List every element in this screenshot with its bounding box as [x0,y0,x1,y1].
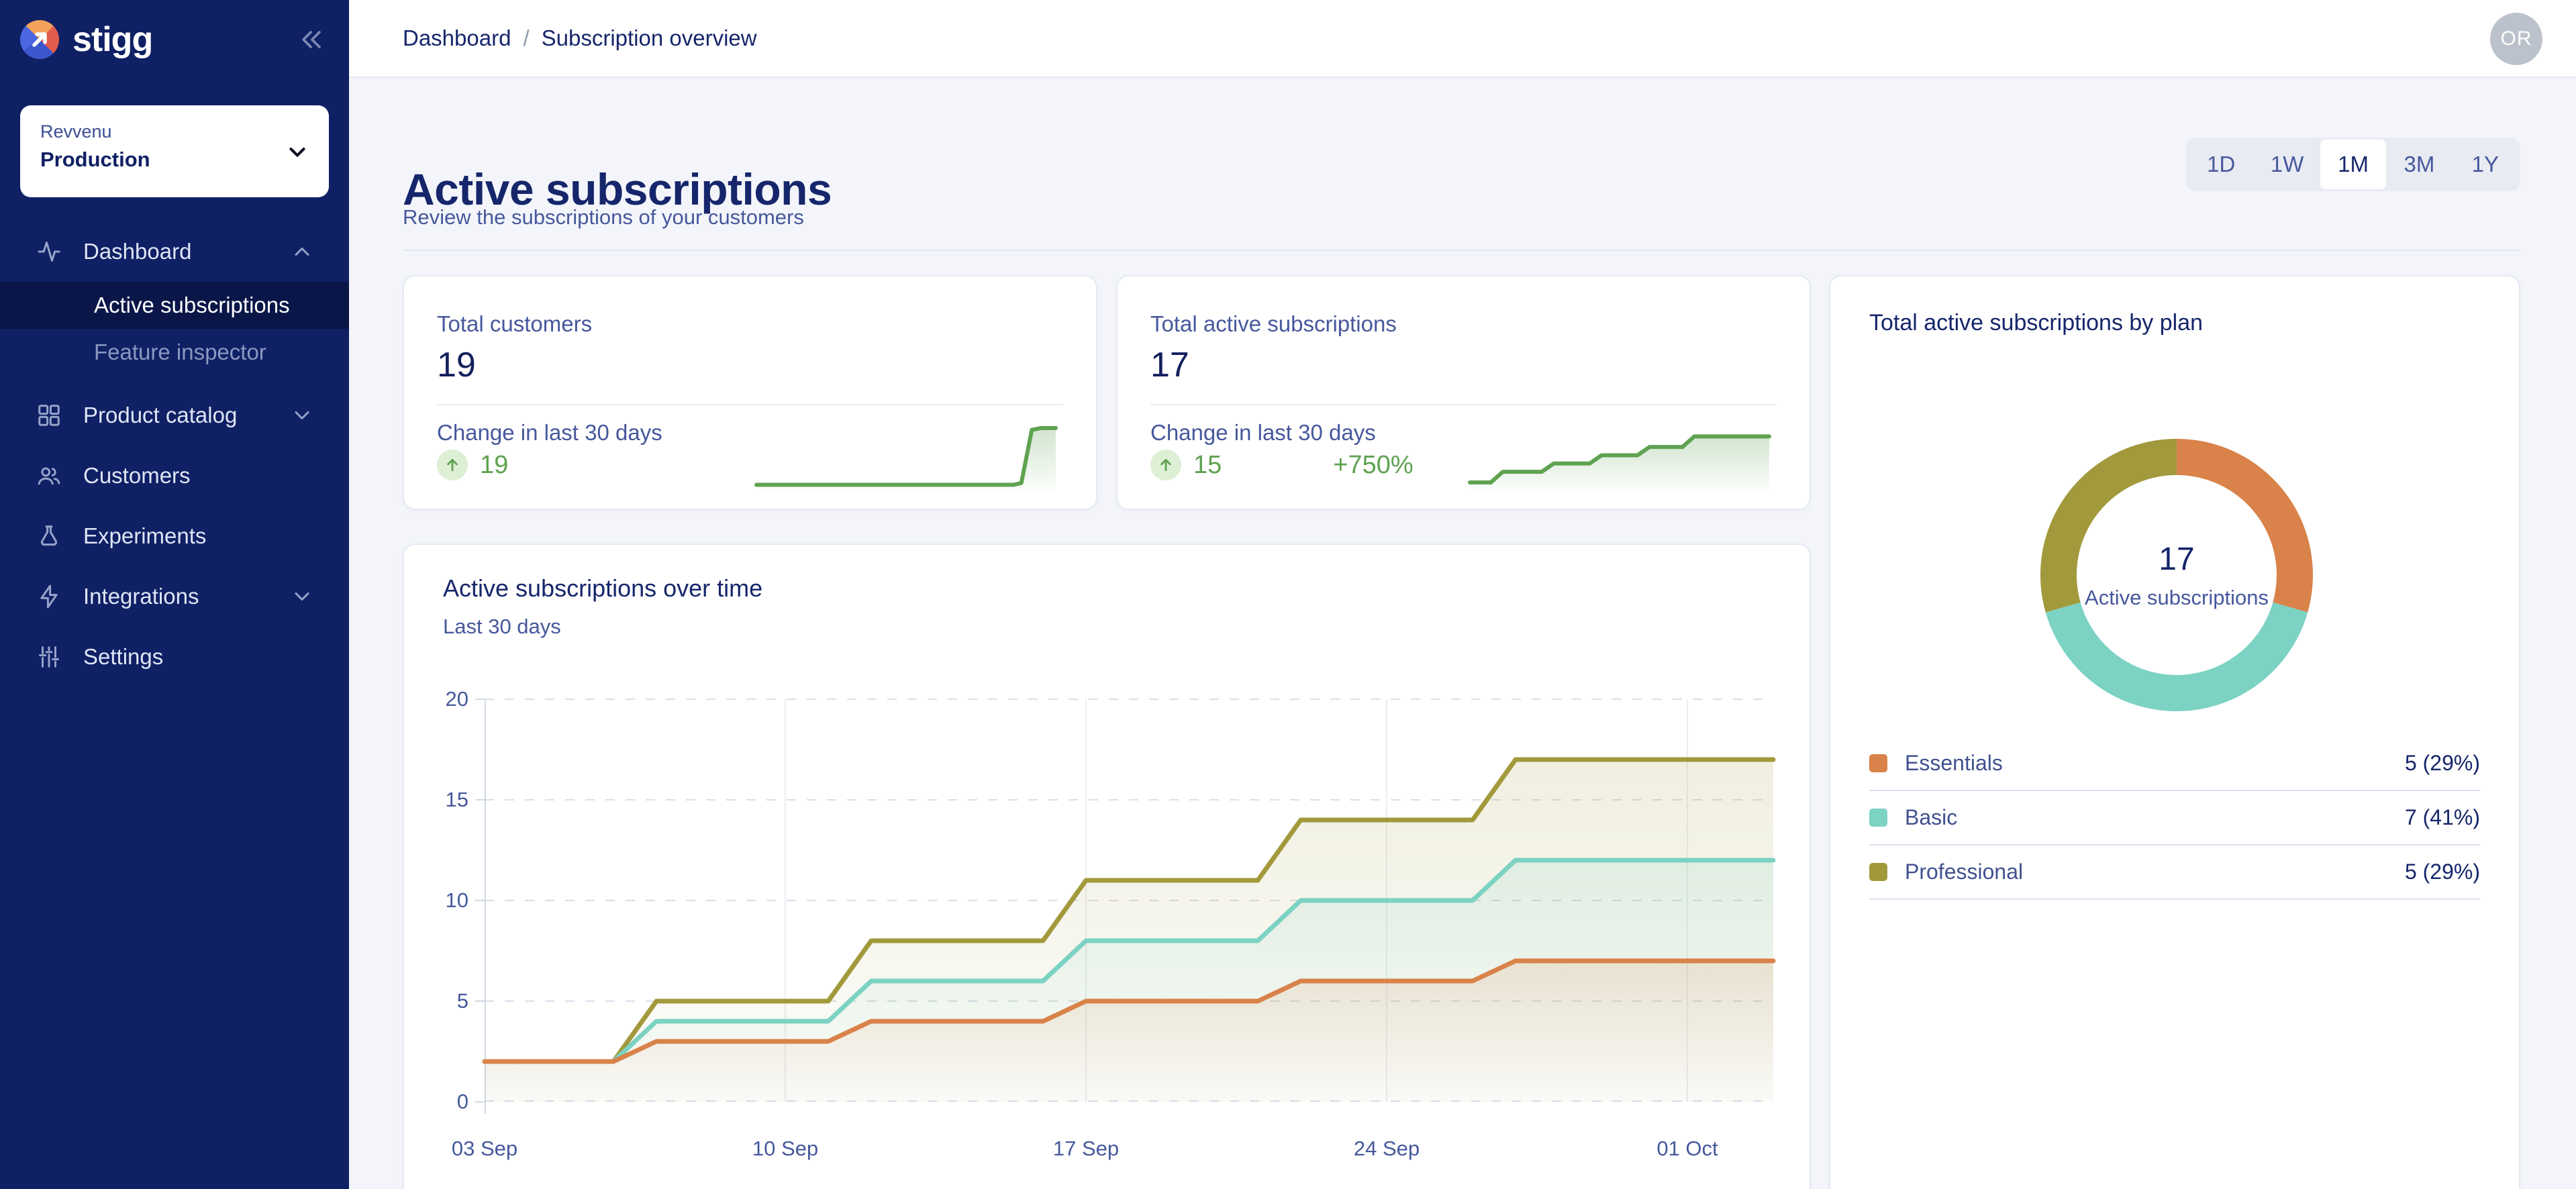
page-title: Active subscriptions [403,164,832,215]
sliders-icon [36,644,62,670]
change-value: 19 [480,450,509,479]
x-axis-labels: 03 Sep 10 Sep 17 Sep 24 Sep 01 Oct [451,1137,1718,1160]
change-row: 15 +750% [1150,450,1414,480]
subscriptions-by-plan-card: Total active subscriptions by plan 17 Ac… [1829,275,2520,1189]
sidebar-item-integrations[interactable]: Integrations [0,566,349,627]
change-row: 19 [437,450,508,480]
range-1y-button[interactable]: 1Y [2453,140,2518,189]
chevron-down-icon [290,584,314,609]
sidebar-item-customers[interactable]: Customers [0,446,349,506]
stat-value: 17 [1150,346,1189,384]
breadcrumb-current: Subscription overview [541,25,757,50]
logo: stigg [0,0,349,79]
legend-item-essentials[interactable]: Essentials 5 (29%) [1869,737,2480,791]
range-1m-button[interactable]: 1M [2320,140,2387,189]
environment-selector[interactable]: Revvenu Production [20,105,329,197]
divider [1150,404,1777,405]
y-axis-labels: 0 5 10 15 20 [445,687,468,1113]
sidebar-collapse-icon[interactable] [297,25,326,54]
page-subtitle: Review the subscriptions of your custome… [403,205,804,229]
sidebar-item-feature-inspector[interactable]: Feature inspector [94,340,266,364]
change-label: Change in last 30 days [1150,420,1376,445]
sidebar-item-active-subscriptions[interactable]: Active subscriptions [0,282,349,329]
zap-icon [36,584,62,609]
chevron-up-icon [290,240,314,264]
donut-chart [2036,434,2318,716]
sidebar-item-dashboard[interactable]: Dashboard [0,221,349,282]
timeseries-subtitle: Last 30 days [443,615,561,638]
stat-label: Total active subscriptions [1150,311,1397,336]
timeseries-title: Active subscriptions over time [443,574,763,602]
avatar[interactable]: OR [2490,13,2542,65]
essentials-swatch-icon [1869,754,1887,772]
stat-value: 19 [437,346,476,384]
sidebar-item-experiments[interactable]: Experiments [0,506,349,566]
chevron-down-icon [285,139,310,164]
subscriptions-sparkline [1468,424,1771,491]
title-divider [403,250,2520,251]
topbar: Dashboard / Subscription overview OR [349,0,2576,78]
breadcrumb-separator: / [523,25,530,50]
change-value: 15 [1193,450,1222,479]
grid-icon [36,403,62,428]
professional-swatch-icon [1869,863,1887,881]
total-active-subscriptions-card: Total active subscriptions 17 Change in … [1116,275,1811,510]
users-icon [36,463,62,488]
brand-wordmark: stigg [72,20,153,59]
line-chart: 0 5 10 15 20 03 Sep 10 Sep 17 Sep 24 Sep 01 Oct [446,687,1776,1160]
range-3m-button[interactable]: 3M [2386,140,2452,189]
sidebar-item-product-catalog[interactable]: Product catalog [0,385,349,446]
chevron-down-icon [290,403,314,427]
total-customers-card: Total customers 19 Change in last 30 day… [403,275,1097,510]
stat-label: Total customers [437,311,593,336]
sidebar-menu: Dashboard Active subscriptions Feature i… [0,221,349,687]
plan-card-title: Total active subscriptions by plan [1869,310,2203,335]
sidebar-item-settings[interactable]: Settings [0,627,349,687]
range-1d-button[interactable]: 1D [2188,140,2254,189]
subscriptions-over-time-card: Active subscriptions over time Last 30 d… [403,544,1811,1189]
customers-sparkline [754,424,1058,491]
breadcrumb-dashboard[interactable]: Dashboard [403,25,511,50]
divider [437,404,1063,405]
flask-icon [36,523,62,549]
time-range-selector: 1D 1W 1M 3M 1Y [2186,138,2520,191]
change-label: Change in last 30 days [437,420,662,445]
range-1w-button[interactable]: 1W [2254,140,2320,189]
sidebar: stigg Revvenu Production Dashboard [0,0,349,1189]
breadcrumb: Dashboard / Subscription overview [403,25,757,51]
arrow-up-icon [437,450,468,480]
legend-item-professional[interactable]: Professional 5 (29%) [1869,845,2480,900]
org-name: Revvenu [40,121,112,142]
change-percent: +750% [1333,450,1414,479]
main-content: Active subscriptions Review the subscrip… [349,78,2576,1189]
stigg-logo-icon [20,20,59,59]
activity-icon [36,239,62,264]
arrow-up-icon [1150,450,1181,480]
plan-legend: Essentials 5 (29%) Basic 7 (41%) Profess… [1869,737,2480,900]
environment-name: Production [40,148,150,171]
legend-item-basic[interactable]: Basic 7 (41%) [1869,791,2480,845]
basic-swatch-icon [1869,809,1887,827]
